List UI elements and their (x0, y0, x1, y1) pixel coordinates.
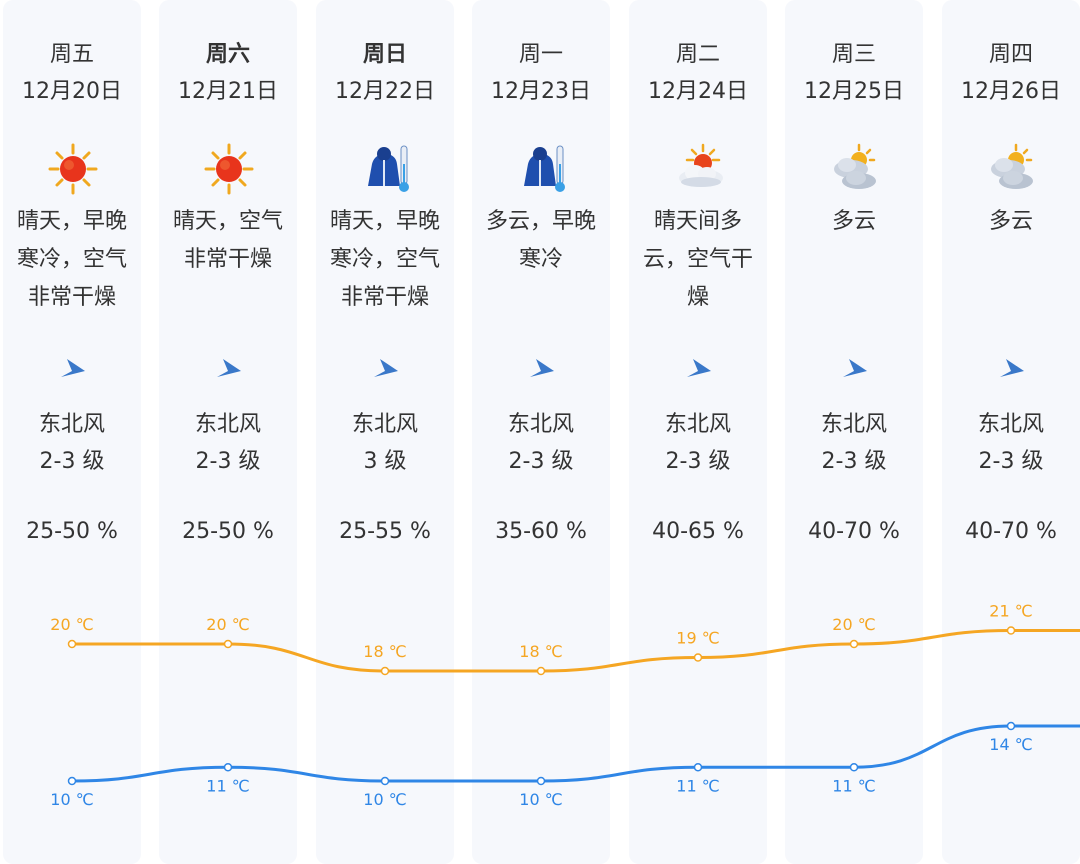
humidity-range: 35-60 % (495, 519, 587, 544)
humidity-range: 40-65 % (652, 519, 744, 544)
wind-direction: 东北风 (977, 412, 1044, 437)
day-weekday: 周一 (518, 42, 563, 67)
partly-cloudy-icon (829, 142, 881, 196)
wind-level: 3 级 (363, 449, 407, 474)
day-date: 12月24日 (648, 79, 748, 104)
wind-direction-arrow-icon (371, 353, 401, 383)
wind-level: 2-3 级 (39, 449, 105, 474)
day-weekday: 周日 (362, 42, 407, 67)
sun-icon (203, 142, 255, 196)
wind-direction: 东北风 (664, 412, 731, 437)
humidity-range: 25-50 % (26, 519, 118, 544)
weather-description: 晴天，空气非常干燥 (172, 209, 283, 272)
day-weekday: 周二 (675, 42, 720, 67)
day-date: 12月20日 (22, 79, 122, 104)
day-date: 12月23日 (491, 79, 591, 104)
wind-level: 2-3 级 (508, 449, 574, 474)
wind-direction-arrow-icon (684, 353, 714, 383)
day-date: 12月26日 (961, 79, 1061, 104)
weather-description: 多云 (831, 209, 876, 234)
humidity-range: 40-70 % (808, 519, 900, 544)
weather-description: 多云 (988, 209, 1033, 234)
day-column: 周一 12月23日 多云，早晚寒冷 东北风 2-3 级 35-60 % (472, 0, 610, 864)
cold-coat-thermometer-icon (360, 142, 412, 196)
day-weekday: 周六 (205, 42, 250, 67)
weather-description: 晴天，早晚寒冷，空气非常干燥 (16, 209, 127, 310)
weather-description: 晴天，早晚寒冷，空气非常干燥 (329, 209, 440, 310)
day-column: 周四 12月26日 多云 东北风 2-3 级 40-70 % (942, 0, 1080, 864)
wind-direction-arrow-icon (997, 353, 1027, 383)
wind-level: 2-3 级 (195, 449, 261, 474)
day-column: 周日 12月22日 晴天，早晚寒冷，空气非常干燥 东北风 3 级 25-55 % (316, 0, 454, 864)
humidity-range: 25-50 % (182, 519, 274, 544)
day-weekday: 周三 (831, 42, 876, 67)
wind-direction: 东北风 (194, 412, 261, 437)
weather-description: 晴天间多云，空气干燥 (642, 209, 753, 310)
day-weekday: 周五 (49, 42, 94, 67)
wind-level: 2-3 级 (665, 449, 731, 474)
wind-direction-arrow-icon (840, 353, 870, 383)
wind-level: 2-3 级 (978, 449, 1044, 474)
day-date: 12月21日 (178, 79, 278, 104)
day-weekday: 周四 (988, 42, 1033, 67)
wind-direction-arrow-icon (527, 353, 557, 383)
wind-direction: 东北风 (507, 412, 574, 437)
wind-direction: 东北风 (38, 412, 105, 437)
day-column: 周六 12月21日 晴天，空气非常干燥 东北风 2-3 级 25-50 % (159, 0, 297, 864)
cold-coat-thermometer-icon (516, 142, 568, 196)
wind-direction-arrow-icon (214, 353, 244, 383)
humidity-range: 25-55 % (339, 519, 431, 544)
day-column: 周三 12月25日 多云 东北风 2-3 级 40-70 % (785, 0, 923, 864)
wind-direction-arrow-icon (58, 353, 88, 383)
sun-behind-cloud-icon (673, 142, 725, 196)
weather-description: 多云，早晚寒冷 (485, 209, 596, 272)
humidity-range: 40-70 % (965, 519, 1057, 544)
wind-direction: 东北风 (351, 412, 418, 437)
wind-direction: 东北风 (820, 412, 887, 437)
day-column: 周五 12月20日 晴天，早晚寒冷，空气非常干燥 东北风 2-3 级 25-50… (3, 0, 141, 864)
sun-icon (47, 142, 99, 196)
wind-level: 2-3 级 (821, 449, 887, 474)
partly-cloudy-icon (986, 142, 1038, 196)
day-date: 12月25日 (804, 79, 904, 104)
day-date: 12月22日 (335, 79, 435, 104)
day-column: 周二 12月24日 晴天间多云，空气干燥 东北风 2-3 级 40-65 % (629, 0, 767, 864)
